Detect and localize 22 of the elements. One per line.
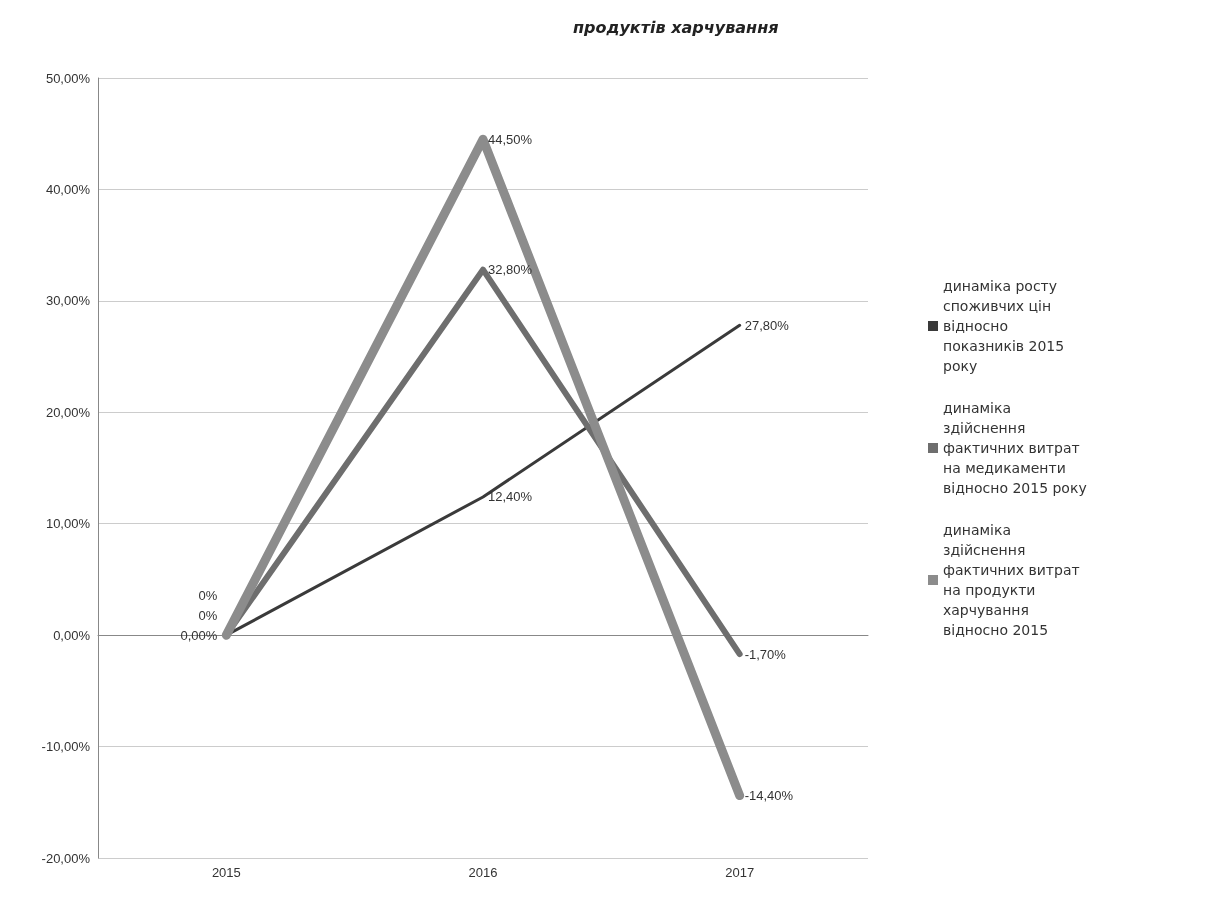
x-tick-label: 2015 bbox=[211, 865, 241, 880]
y-tick-label: 30,00% bbox=[45, 293, 91, 309]
x-tick-label: 2017 bbox=[725, 865, 755, 880]
data-label: 12,40% bbox=[488, 489, 533, 505]
data-label: 44,50% bbox=[488, 131, 533, 147]
y-tick-label: 20,00% bbox=[45, 404, 91, 420]
y-tick-label: 40,00% bbox=[45, 181, 91, 197]
y-tick-label: 50,00% bbox=[45, 70, 91, 86]
data-label: -1,70% bbox=[744, 646, 787, 662]
legend-label: динаміка здійснення фактичних витрат на медикаменти відносно 2015 року bbox=[943, 400, 1087, 496]
y-tick-label: -20,00% bbox=[41, 850, 91, 866]
data-label: 0% bbox=[198, 607, 218, 623]
y-tick-label: 0,00% bbox=[53, 627, 91, 643]
legend-label: динаміка росту споживчих цін відносно показників 2015 року bbox=[943, 278, 1069, 374]
x-tick-label: 2016 bbox=[468, 865, 498, 880]
chart-title: продуктів харчування bbox=[573, 17, 779, 37]
legend-label: динаміка здійснення фактичних витрат на продукти харчування відносно 2015 bbox=[943, 522, 1085, 638]
y-tick-label: -10,00% bbox=[41, 739, 91, 755]
data-label: -14,40% bbox=[744, 788, 794, 804]
data-label: 27,80% bbox=[744, 317, 790, 333]
y-tick-label: 10,00% bbox=[45, 516, 91, 532]
data-label: 0% bbox=[198, 587, 218, 603]
